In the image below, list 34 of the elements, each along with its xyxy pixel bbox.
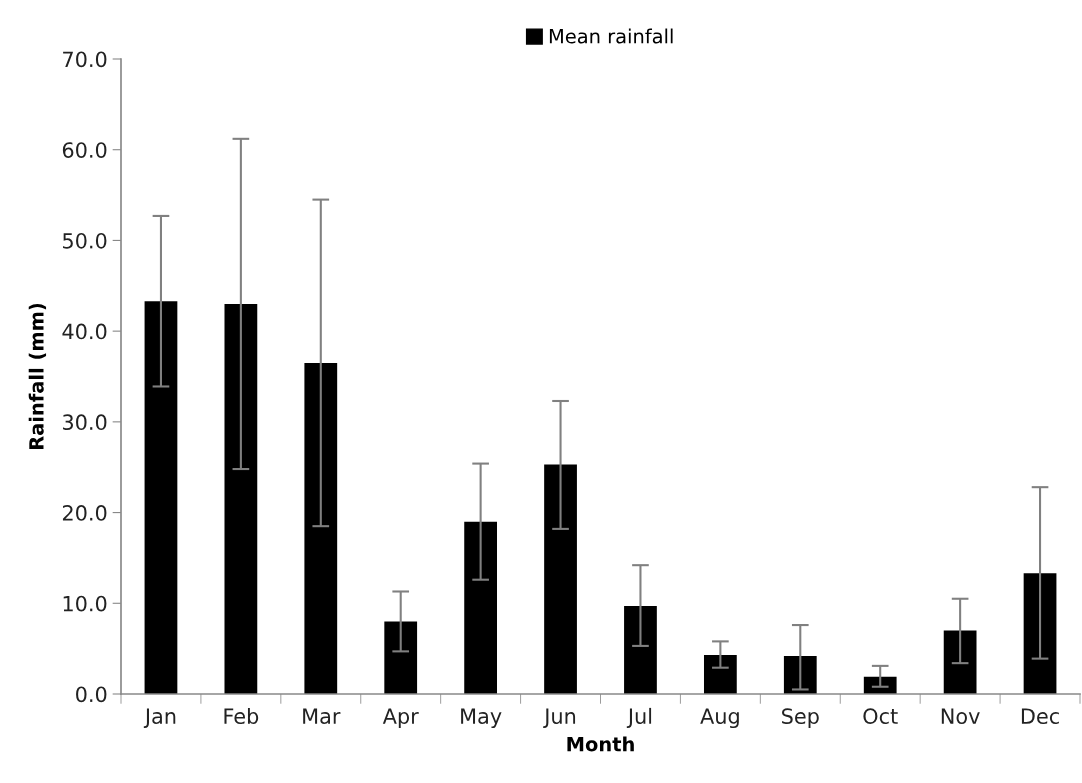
bar: [1023, 573, 1057, 694]
x-tick-label: Feb: [224, 707, 259, 725]
x-tick-label: Jul: [626, 707, 652, 728]
x-tick-label: Sep: [782, 708, 819, 729]
y-tick-label: 70.0: [63, 51, 107, 68]
bar: [943, 630, 977, 694]
y-axis-title: Rainfall (mm): [28, 303, 47, 449]
bar: [703, 654, 737, 694]
bar: [224, 303, 258, 694]
y-tick-label: 30.0: [63, 414, 107, 431]
x-tick-label: Mar: [303, 708, 341, 725]
x-axis-title: Month: [567, 736, 634, 752]
bar: [304, 362, 338, 694]
y-tick-label: 20.0: [62, 505, 107, 521]
bar: [624, 606, 657, 694]
x-tick-label: Nov: [941, 708, 980, 725]
bar: [544, 464, 577, 694]
y-tick-label: 50.0: [63, 232, 107, 249]
bar: [384, 621, 418, 694]
x-tick-label: Apr: [382, 708, 419, 729]
y-tick-label: 10.0: [63, 595, 107, 612]
bar: [144, 301, 178, 694]
x-tick-label: Dec: [1021, 708, 1059, 725]
y-tick-label: 40.0: [62, 323, 107, 340]
x-tick-label: Jan: [143, 708, 176, 728]
legend-label: Mean rainfall: [549, 28, 673, 44]
y-tick-label: 60.0: [62, 142, 107, 158]
y-tick-label: 0.0: [76, 686, 107, 703]
bar: [464, 521, 498, 694]
x-tick-label: Jun: [543, 708, 576, 728]
x-tick-label: Oct: [863, 708, 898, 725]
x-tick-label: May: [461, 708, 502, 729]
bar: [783, 655, 817, 694]
x-tick-label: Aug: [700, 708, 739, 729]
